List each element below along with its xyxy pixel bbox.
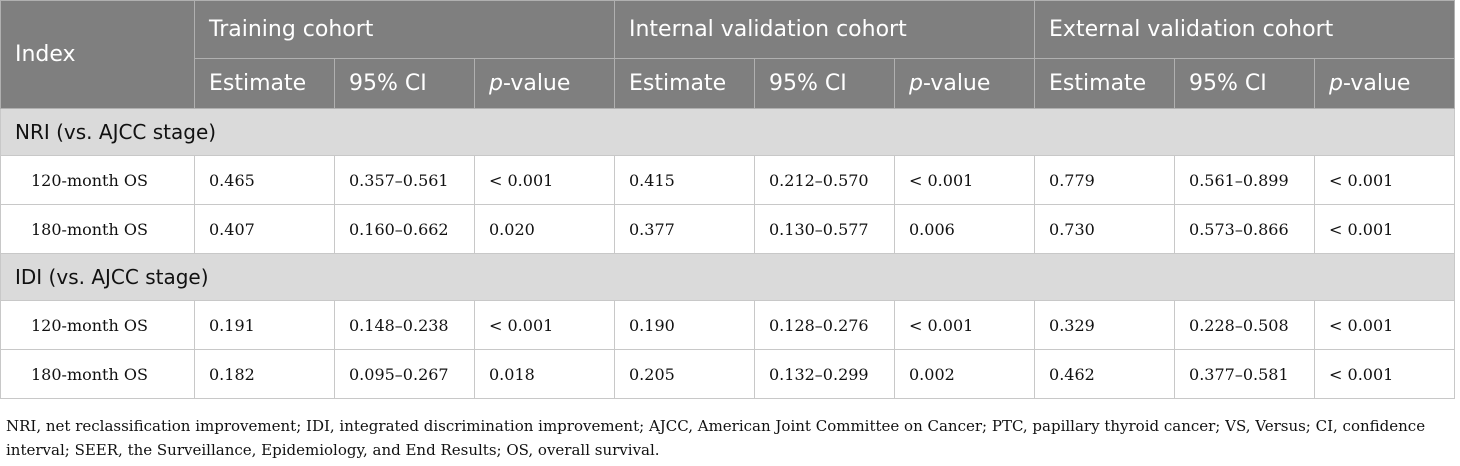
ci-header: 95% CI <box>334 58 475 109</box>
table-cell: 0.190 <box>614 300 755 350</box>
table-cell: 0.006 <box>893 204 1036 254</box>
training-cohort-header: Training cohort <box>194 0 615 59</box>
p-suffix: -value <box>922 71 991 96</box>
table-cell: 0.462 <box>1034 349 1176 399</box>
table-cell: 0.020 <box>474 204 615 254</box>
section-title: IDI (vs. AJCC stage) <box>0 253 1456 301</box>
table-cell: 0.182 <box>194 349 335 399</box>
estimate-header: Estimate <box>614 58 755 109</box>
table-cell: < 0.001 <box>474 300 615 350</box>
p-italic: p <box>489 71 503 96</box>
table-cell: 0.160–0.662 <box>334 204 475 254</box>
index-header: Index <box>0 0 195 109</box>
table-cell: 0.407 <box>194 204 335 254</box>
row-label: 180-month OS <box>0 204 195 254</box>
estimate-header: Estimate <box>1034 58 1176 109</box>
internal-validation-header: Internal validation cohort <box>613 0 1036 59</box>
table-cell: 0.212–0.570 <box>754 155 895 205</box>
table-row: 180-month OS 0.407 0.160–0.662 0.020 0.3… <box>0 204 1456 254</box>
table-cell: 0.002 <box>893 349 1036 399</box>
table-cell: < 0.001 <box>1314 349 1456 399</box>
table-cell: < 0.001 <box>893 155 1036 205</box>
table-cell: 0.730 <box>1034 204 1176 254</box>
table-row: 120-month OS 0.191 0.148–0.238 < 0.001 0… <box>0 300 1456 350</box>
table-row: 120-month OS 0.465 0.357–0.561 < 0.001 0… <box>0 155 1456 205</box>
table-cell: < 0.001 <box>893 300 1036 350</box>
table-cell: < 0.001 <box>1314 300 1456 350</box>
table-cell: 0.228–0.508 <box>1174 300 1316 350</box>
table-cell: 0.128–0.276 <box>754 300 895 350</box>
table-body: NRI (vs. AJCC stage) 120-month OS 0.465 … <box>0 108 1456 399</box>
row-label: 180-month OS <box>0 349 195 399</box>
row-label: 120-month OS <box>0 155 195 205</box>
table-row: 180-month OS 0.182 0.095–0.267 0.018 0.2… <box>0 349 1456 399</box>
table-cell: 0.018 <box>474 349 615 399</box>
p-italic: p <box>1329 71 1343 96</box>
table-cell: < 0.001 <box>1314 204 1456 254</box>
table-cell: 0.148–0.238 <box>334 300 475 350</box>
table-cell: 0.205 <box>614 349 755 399</box>
table-cell: 0.415 <box>614 155 755 205</box>
ci-header: 95% CI <box>1174 58 1316 109</box>
row-label: 120-month OS <box>0 300 195 350</box>
table-cell: 0.329 <box>1034 300 1176 350</box>
table-cell: 0.132–0.299 <box>754 349 895 399</box>
table-cell: 0.573–0.866 <box>1174 204 1316 254</box>
results-table: Index Training cohort Internal validatio… <box>0 0 1456 399</box>
table-footnote: NRI, net reclassification improvement; I… <box>6 417 1426 459</box>
p-suffix: -value <box>1343 71 1411 96</box>
external-validation-header: External validation cohort <box>1034 0 1456 59</box>
section-title: NRI (vs. AJCC stage) <box>0 108 1456 156</box>
table-cell: 0.561–0.899 <box>1174 155 1316 205</box>
table-cell: < 0.001 <box>1314 155 1456 205</box>
estimate-header: Estimate <box>194 58 335 109</box>
ci-header: 95% CI <box>754 58 895 109</box>
table-cell: 0.130–0.577 <box>754 204 895 254</box>
p-value-header: p-value <box>893 58 1036 109</box>
table-cell: 0.357–0.561 <box>334 155 475 205</box>
table-cell: 0.095–0.267 <box>334 349 475 399</box>
table-header: Index Training cohort Internal validatio… <box>0 0 1456 109</box>
section-row-idi: IDI (vs. AJCC stage) <box>0 253 1456 301</box>
table-cell: 0.465 <box>194 155 335 205</box>
p-value-header: p-value <box>474 58 615 109</box>
table-cell: 0.377–0.581 <box>1174 349 1316 399</box>
table-cell: 0.779 <box>1034 155 1176 205</box>
p-italic: p <box>909 71 923 96</box>
table-cell: 0.377 <box>614 204 755 254</box>
table-cell: < 0.001 <box>474 155 615 205</box>
table-cell: 0.191 <box>194 300 335 350</box>
p-value-header: p-value <box>1314 58 1456 109</box>
p-suffix: -value <box>502 71 571 96</box>
section-row-nri: NRI (vs. AJCC stage) <box>0 108 1456 156</box>
